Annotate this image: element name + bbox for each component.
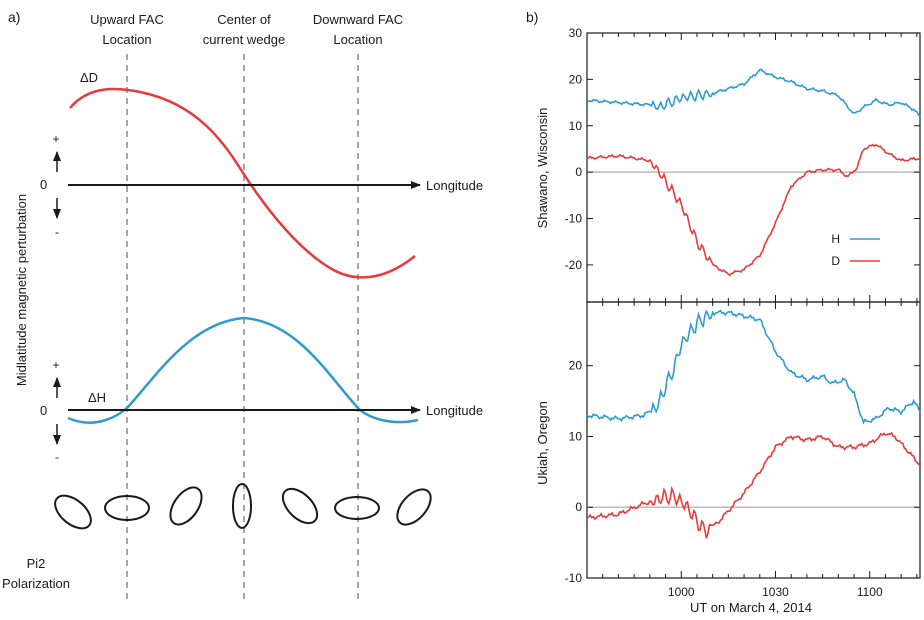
delta-h-curve: [67, 316, 419, 424]
polarization-ellipse: [396, 488, 432, 526]
polarization-ellipse: [169, 486, 203, 526]
upper-plus-sign: +: [52, 132, 59, 146]
upper-longitude-label: Longitude: [426, 178, 483, 193]
bottom-station-label: Ukiah, Oregon: [535, 401, 550, 485]
delta-h-label: ΔH: [88, 390, 106, 405]
legend-label-d: D: [831, 254, 840, 268]
series-line-h: [586, 68, 921, 118]
y-tick-label: 30: [569, 26, 583, 40]
polarization-label: Polarization: [2, 576, 70, 591]
delta-d-label: ΔD: [80, 70, 98, 85]
y-axis-label: Midlatitude magnetic perturbation: [14, 194, 29, 386]
x-tick-label: 1000: [668, 585, 695, 599]
series-line-d: [586, 431, 921, 539]
y-tick-label: -20: [565, 258, 583, 272]
y-tick-label: 0: [575, 500, 582, 514]
panel-a-label: a): [8, 9, 20, 25]
plot-frame: [586, 301, 921, 579]
polarization-ellipse: [232, 483, 252, 529]
upper-minus-sign: -: [55, 225, 59, 239]
polarization-ellipse: [104, 495, 150, 521]
y-tick-label: 20: [569, 72, 583, 86]
x-tick-label: 1100: [857, 585, 883, 599]
header-center-1: Center of: [217, 12, 271, 27]
x-axis-label: UT on March 4, 2014: [690, 600, 812, 615]
chart-ukiah: -10 0 10 20 1000 1030 1100: [565, 301, 921, 599]
lower-zero-label: 0: [40, 403, 47, 418]
x-tick-label: 1030: [762, 585, 789, 599]
header-center-2: current wedge: [203, 32, 285, 47]
header-upward-fac-2: Location: [102, 32, 151, 47]
series-line-h: [586, 309, 921, 425]
y-tick-label: 10: [569, 119, 583, 133]
pi2-label: Pi2: [27, 556, 46, 571]
upper-zero-label: 0: [40, 177, 47, 192]
lower-longitude-label: Longitude: [426, 403, 483, 418]
y-tick-label: 0: [575, 165, 582, 179]
polarization-ellipse: [54, 494, 92, 530]
lower-minus-sign: -: [55, 450, 59, 464]
y-tick-label: 20: [569, 359, 583, 373]
chart-shawano: -20 -10 0 10 20 30 HD: [565, 26, 921, 303]
panel-a: a) Upward FAC Location Center of current…: [2, 9, 483, 600]
pi2-polarization-ellipses: [54, 483, 432, 530]
series-line-d: [586, 143, 921, 277]
delta-d-curve: [69, 87, 416, 279]
y-tick-label: -10: [565, 212, 583, 226]
polarization-ellipse: [334, 496, 380, 520]
top-station-label: Shawano, Wisconsin: [535, 108, 550, 229]
header-downward-fac-2: Location: [333, 32, 382, 47]
header-upward-fac-1: Upward FAC: [90, 12, 164, 27]
panel-b-label: b): [526, 9, 538, 25]
panel-b: b) Shawano, Wisconsin Ukiah, Oregon -20-…: [526, 9, 921, 615]
y-tick-label: 10: [569, 429, 583, 443]
header-downward-fac-1: Downward FAC: [313, 12, 403, 27]
y-tick-label: -10: [565, 571, 583, 585]
lower-plus-sign: +: [52, 358, 59, 372]
polarization-ellipse: [281, 487, 319, 525]
legend-label-h: H: [831, 232, 840, 246]
